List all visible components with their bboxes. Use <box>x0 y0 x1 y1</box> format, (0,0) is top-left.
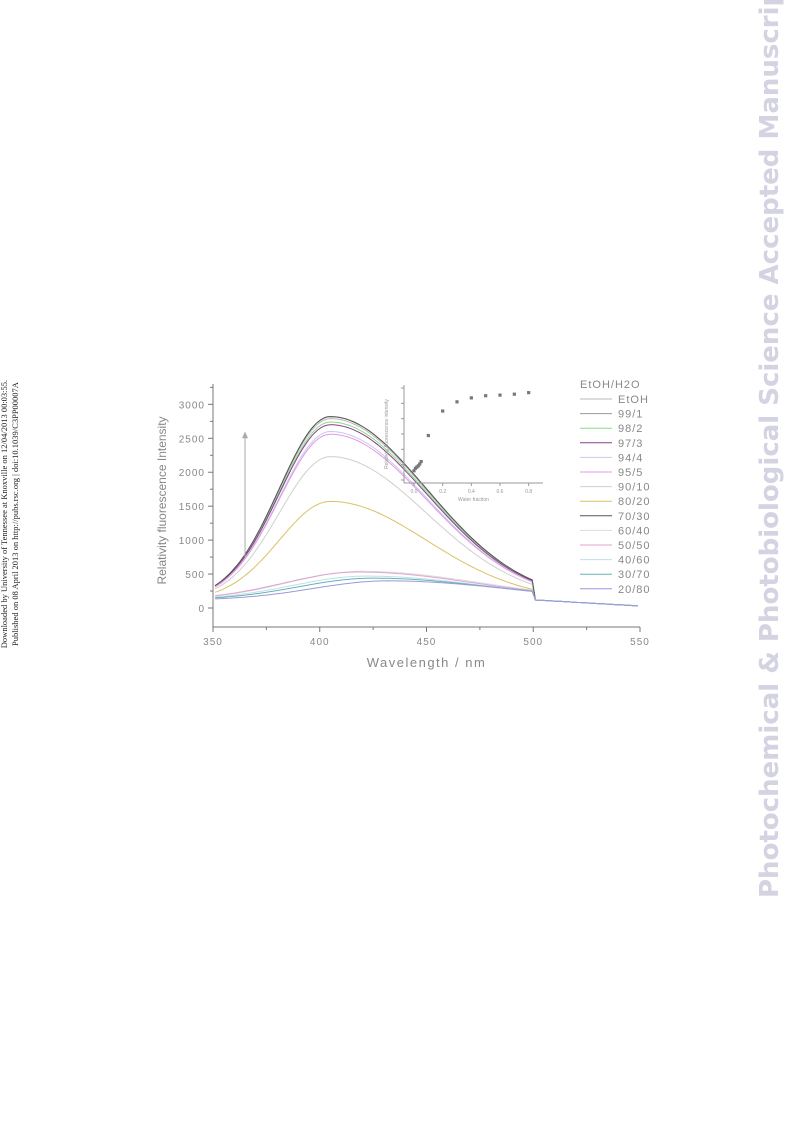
legend-entry-1: 99/1 <box>618 409 643 421</box>
inset-x-tick-label: 0.6 <box>497 489 504 495</box>
inset-point-8 <box>455 400 459 404</box>
inset-point-7 <box>441 409 445 413</box>
series-line-13 <box>215 580 638 607</box>
series-line-0 <box>214 418 638 607</box>
inset-plot: 0.0 0.2 0.4 0.6 0.8 Water fraction Relativity … <box>384 385 543 503</box>
inset-point-0 <box>412 469 416 473</box>
inset-x-label: Water fraction <box>458 497 489 503</box>
inset-point-3 <box>416 464 420 468</box>
x-tick-label: 450 <box>417 637 437 648</box>
legend-entry-0: EtOH <box>618 394 649 406</box>
series-line-10 <box>215 571 638 607</box>
series-line-8 <box>214 416 638 607</box>
inset-point-10 <box>484 394 488 398</box>
series-line-1 <box>214 416 638 607</box>
series-line-4 <box>214 430 638 607</box>
x-tick-label: 350 <box>203 637 223 648</box>
legend-entry-4: 94/4 <box>618 452 643 464</box>
inset-x-tick-label: 0.4 <box>468 489 475 495</box>
legend-entry-10: 50/50 <box>618 540 651 552</box>
legend-entry-11: 40/60 <box>618 555 651 567</box>
legend-entry-13: 20/80 <box>618 584 651 596</box>
x-tick-label: 400 <box>310 637 330 648</box>
inset-point-5 <box>419 459 423 464</box>
intensity-arrow-head <box>242 431 249 439</box>
legend-entry-2: 98/2 <box>618 423 643 435</box>
legend: EtOH/H2O EtOH 99/1 98/2 97/3 94/4 95/5 90/10 80/… <box>580 379 651 596</box>
legend-entry-8: 70/30 <box>618 511 651 523</box>
inset-x-tick-label: 0.2 <box>439 489 446 495</box>
x-tick-label: 550 <box>630 637 650 648</box>
main-plot: 350 400 450 500 550 0 500 1000 1500 2000 2500 3000 W… <box>155 384 650 670</box>
inset-y-label: Relativity fluorescence intensity <box>384 399 390 469</box>
y-tick-label: 2500 <box>179 434 205 445</box>
inset-x-tick-label: 0.8 <box>525 489 532 495</box>
legend-entry-9: 60/40 <box>618 525 651 537</box>
y-tick-label: 1500 <box>179 502 205 513</box>
y-tick-label: 0 <box>198 604 205 615</box>
legend-entry-12: 30/70 <box>618 569 651 581</box>
inset-point-4 <box>418 462 422 466</box>
inset-point-9 <box>469 396 473 400</box>
y-tick-label: 3000 <box>179 400 205 411</box>
inset-point-12 <box>512 392 516 396</box>
legend-entry-6: 90/10 <box>618 482 651 494</box>
x-tick-label: 500 <box>523 637 543 648</box>
x-axis-label: Wavelength / nm <box>367 655 487 670</box>
series-line-6 <box>214 456 638 607</box>
legend-entry-3: 97/3 <box>618 438 643 450</box>
legend-title: EtOH/H2O <box>580 379 641 391</box>
y-tick-label: 1000 <box>179 536 205 547</box>
inset-point-6 <box>426 433 430 438</box>
y-tick-label: 2000 <box>179 468 205 479</box>
inset-point-13 <box>527 391 531 395</box>
inset-x-tick-label: 0.0 <box>411 489 418 495</box>
legend-entry-5: 95/5 <box>618 467 643 479</box>
y-tick-label: 500 <box>185 570 205 581</box>
legend-entry-7: 80/20 <box>618 496 651 508</box>
y-axis-label: Relativity fluorescence Intensity <box>155 416 169 584</box>
inset-point-11 <box>498 393 502 397</box>
